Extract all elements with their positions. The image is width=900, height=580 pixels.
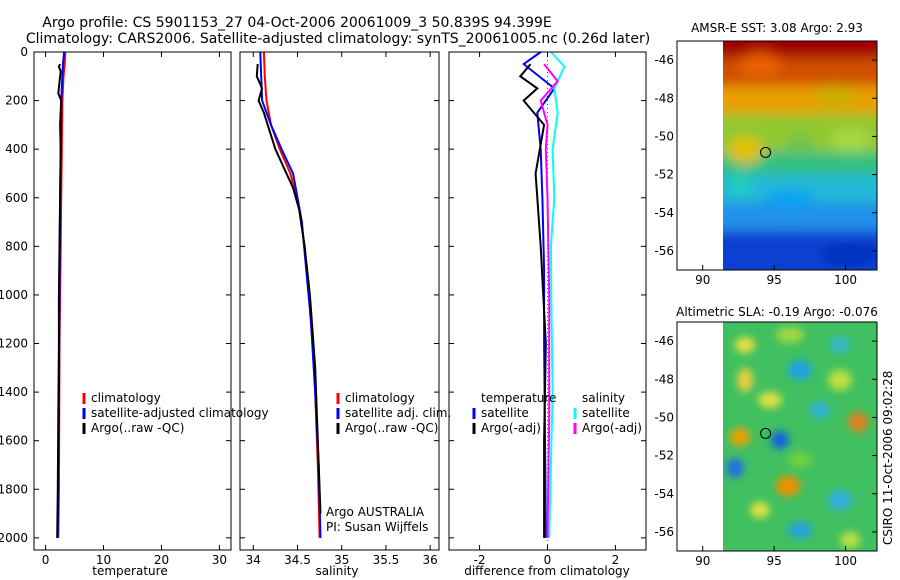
salinity-xlabel: salinity	[315, 564, 358, 578]
sla-map-frame	[676, 321, 878, 552]
annotation-pi: PI: Susan Wijffels	[326, 520, 428, 534]
series-line-2-1	[518, 63, 547, 538]
y-tick-label: 0	[20, 45, 28, 59]
map-y-tick-label: -56	[654, 244, 674, 258]
x-tick-label: -2	[474, 553, 486, 567]
panel-salinity: 34 34.5 35 35.5 36 salinity climatologysatel…	[239, 51, 451, 578]
x-tick-label: 34.5	[284, 553, 311, 567]
salinity-series	[255, 51, 322, 538]
series-line-0-2	[56, 63, 63, 538]
x-tick-label: 0	[544, 553, 552, 567]
sst-map-title: AMSR-E SST: 3.08 Argo: 2.93	[691, 21, 863, 35]
map-x-tick-label: 90	[695, 554, 710, 568]
series-line-2-3	[539, 63, 560, 538]
difference-ticks: -2 0 2	[449, 51, 646, 567]
salinity-axes-frame	[239, 51, 440, 551]
map-y-tick-label: -52	[654, 449, 674, 463]
map-sla: Altimetric SLA: -0.19 Argo: -0.076	[654, 305, 878, 568]
series-line-2-2	[548, 51, 566, 538]
map-sst: AMSR-E SST: 3.08 Argo: 2.93	[654, 21, 878, 287]
x-tick-label: 30	[212, 553, 227, 567]
y-tick-label: 2000	[0, 531, 28, 545]
y-tick-label: 400	[5, 142, 28, 156]
legend-entry: climatology	[345, 391, 415, 405]
footer-timestamp: CSIRO 11-Oct-2006 09:02:28	[881, 371, 895, 545]
map-y-tick-label: -54	[654, 487, 674, 501]
legend-entry: Argo(..raw -QC)	[345, 421, 438, 435]
sla-map-ticks: 90 95 100 -46 -48 -50 -52 -54 -56	[654, 334, 877, 568]
legend-entry: satellite	[481, 406, 529, 420]
temperature-axes-frame	[33, 51, 232, 551]
difference-axes-frame	[448, 51, 647, 551]
series-line-1-1	[259, 51, 322, 538]
map-x-tick-label: 100	[834, 554, 857, 568]
map-y-tick-label: -52	[654, 168, 674, 182]
map-y-tick-label: -56	[654, 525, 674, 539]
y-tick-label: 800	[5, 239, 28, 253]
legend-entry: satellite	[582, 406, 630, 420]
title-line1: Argo profile: CS 5901153_27 04-Oct-2006 …	[42, 15, 551, 31]
x-tick-label: 20	[154, 553, 169, 567]
y-tick-label: 1600	[0, 434, 28, 448]
legend-entry: Argo(-adj)	[582, 421, 642, 435]
map-y-tick-label: -50	[654, 410, 674, 424]
y-tick-label: 1400	[0, 385, 28, 399]
map-x-tick-label: 90	[695, 273, 710, 287]
x-tick-label: 0	[42, 553, 50, 567]
temperature-series	[56, 51, 67, 538]
title-line2: Climatology: CARS2006. Satellite-adjuste…	[26, 31, 650, 47]
series-line-1-2	[255, 64, 322, 514]
temperature-xlabel: temperature	[92, 564, 167, 578]
legend-entry: salinity	[582, 391, 625, 405]
difference-series	[518, 51, 566, 538]
map-y-tick-label: -46	[654, 334, 674, 348]
map-y-tick-label: -50	[654, 129, 674, 143]
map-y-tick-label: -48	[654, 372, 674, 386]
legend-entry: satellite adj. clim.	[345, 406, 451, 420]
x-tick-label: 35.5	[373, 553, 400, 567]
x-tick-label: 10	[96, 553, 111, 567]
x-tick-label: 34	[246, 553, 261, 567]
map-y-tick-label: -48	[654, 91, 674, 105]
y-tick-label: 600	[5, 191, 28, 205]
x-tick-label: 2	[612, 553, 620, 567]
sst-map-ticks: 90 95 100 -46 -48 -50 -52 -54 -56	[654, 53, 877, 287]
annotation-argo-australia: Argo AUSTRALIA	[326, 505, 425, 519]
salinity-ticks: 34 34.5 35 35.5 36	[240, 51, 439, 567]
legend-entry: Argo(-adj)	[481, 421, 541, 435]
y-tick-label: 200	[5, 94, 28, 108]
panel-difference: -2 0 2 difference from climatology tempera…	[448, 51, 647, 578]
difference-xlabel: difference from climatology	[464, 564, 630, 578]
y-tick-label: 1000	[0, 288, 28, 302]
series-line-1-0	[262, 51, 321, 538]
sst-heatmap-field	[723, 41, 877, 270]
sla-map-title: Altimetric SLA: -0.19 Argo: -0.076	[676, 305, 878, 319]
y-tick-label: 1200	[0, 337, 28, 351]
sla-heatmap-field	[723, 322, 877, 551]
temperature-ticks: 0 10 20 30 0 200 400 600 800 1000 1200 1400 1600 1800…	[0, 45, 231, 567]
legend-entry: Argo(..raw -QC)	[91, 421, 184, 435]
legend-entry: climatology	[91, 391, 161, 405]
x-tick-label: 36	[423, 553, 438, 567]
legend-entry: satellite-adjusted climatology	[91, 406, 269, 420]
map-y-tick-label: -46	[654, 53, 674, 67]
sst-map-frame	[676, 40, 878, 271]
argo-location-marker	[760, 427, 772, 439]
map-x-tick-label: 100	[834, 273, 857, 287]
argo-location-marker	[760, 146, 772, 158]
legend-entry: temperature	[481, 391, 556, 405]
map-x-tick-label: 95	[767, 273, 782, 287]
map-y-tick-label: -54	[654, 206, 674, 220]
map-x-tick-label: 95	[767, 554, 782, 568]
difference-legend: temperaturesatelliteArgo(-adj)salinitysa…	[472, 391, 642, 435]
panel-temperature: 0 10 20 30 0 200 400 600 800 1000 1200 1400 1600 1800…	[0, 45, 269, 578]
y-tick-label: 1800	[0, 482, 28, 496]
x-tick-label: 35	[334, 553, 349, 567]
